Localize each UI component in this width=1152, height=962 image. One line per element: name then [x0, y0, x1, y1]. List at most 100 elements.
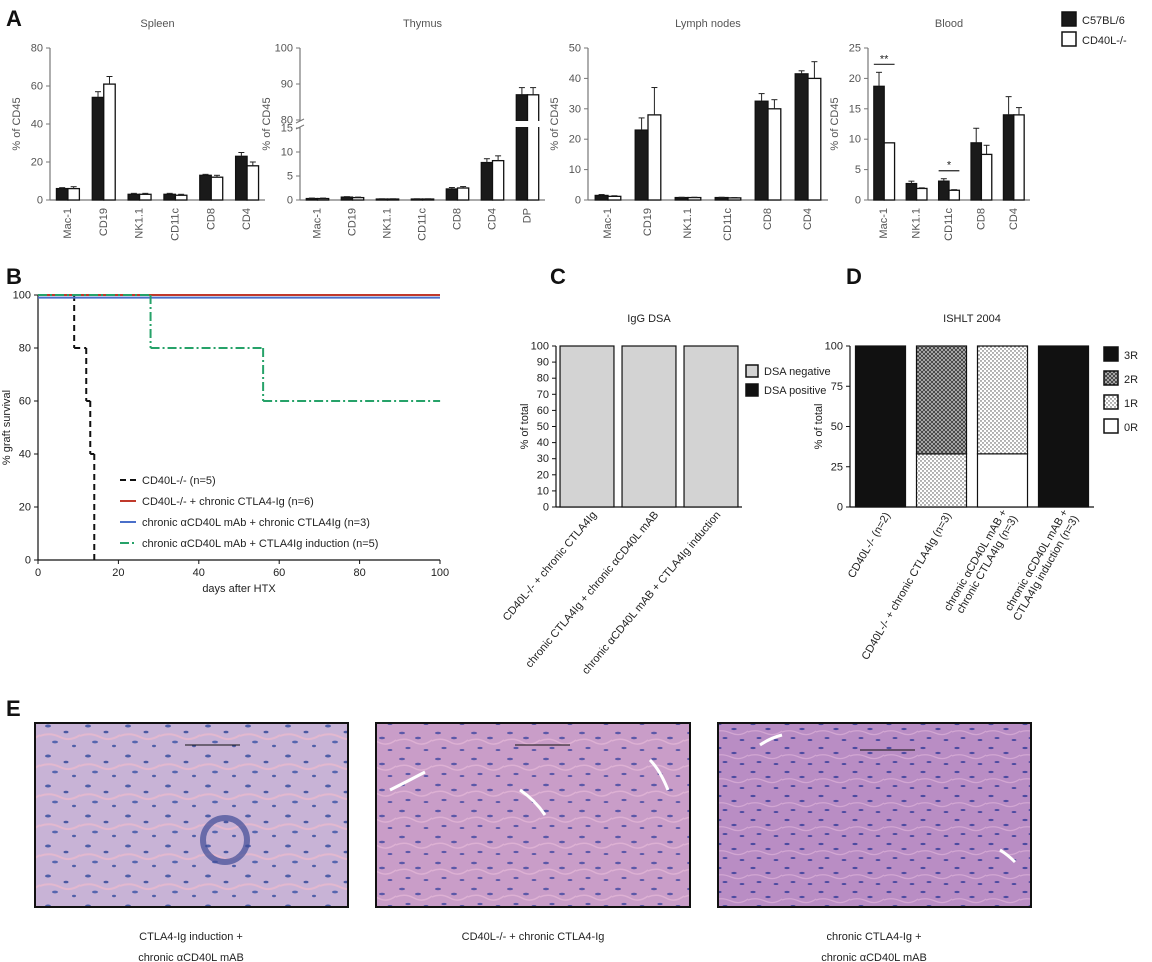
axis-break-mark — [295, 118, 305, 124]
bar — [351, 196, 365, 201]
bar — [1013, 114, 1025, 201]
x-tick-label: CD19 — [98, 208, 110, 236]
x-axis-label: days after HTX — [202, 583, 276, 595]
error-bar — [876, 71, 883, 87]
bar-segment — [915, 345, 968, 455]
x-tick-label: chronic CTLA4Ig + chronic αCD40L mAB — [524, 509, 662, 670]
bar — [607, 195, 622, 201]
panel-label: A — [6, 6, 22, 31]
bar — [480, 161, 494, 201]
x-tick-label: CD11c — [722, 208, 734, 241]
y-tick-label: 10 — [569, 164, 581, 176]
y-tick-label: 40 — [537, 437, 549, 449]
bar — [234, 155, 248, 201]
image-caption: chronic αCD40L mAB — [138, 952, 244, 962]
error-bar — [238, 152, 245, 157]
error-bar — [142, 192, 149, 195]
x-tick-label: 60 — [273, 567, 285, 579]
error-bar — [598, 194, 605, 196]
error-bar — [758, 93, 765, 102]
x-tick-label: CD40L-/- (n=2) — [846, 511, 893, 581]
bar — [905, 182, 918, 201]
bar-segment — [559, 345, 615, 508]
bar — [807, 77, 822, 201]
chart-title: Thymus — [403, 18, 443, 30]
panel-label: D — [846, 264, 862, 289]
error-bar — [918, 187, 925, 189]
error-bar — [811, 61, 818, 79]
x-tick-label: NK1.1 — [382, 208, 394, 239]
bar — [526, 94, 540, 201]
y-tick-label: 100 — [531, 341, 549, 353]
bar — [594, 194, 609, 201]
x-tick-label: CD8 — [205, 208, 217, 230]
y-tick-label: 90 — [281, 79, 293, 91]
y-axis-label: % of CD45 — [549, 97, 561, 150]
error-bar — [166, 192, 173, 195]
bar — [210, 176, 224, 201]
legend-label: 0R — [1124, 422, 1138, 434]
y-tick-label: 40 — [19, 449, 31, 461]
y-tick-label: 15 — [281, 123, 293, 135]
panel-label: C — [550, 264, 566, 289]
error-bar — [130, 192, 137, 195]
error-bar — [95, 91, 102, 98]
error-bar — [70, 186, 77, 189]
error-bar — [908, 180, 915, 184]
x-tick-label-line: CD40L-/- (n=2) — [846, 511, 893, 581]
y-tick-label: 100 — [13, 290, 31, 302]
bar — [316, 197, 330, 201]
bar — [174, 194, 188, 201]
y-axis-label: % graft survival — [1, 390, 13, 465]
y-tick-label: 20 — [19, 502, 31, 514]
y-tick-label: 50 — [831, 421, 843, 433]
bar — [915, 187, 928, 201]
histology-image — [717, 722, 1032, 908]
y-tick-label: 80 — [31, 43, 43, 55]
y-tick-label: 100 — [275, 43, 293, 55]
error-bar — [1015, 107, 1022, 115]
bar-segment — [915, 453, 968, 508]
error-bar — [178, 193, 185, 196]
y-tick-label: 0 — [855, 195, 861, 207]
legend-swatch — [1103, 346, 1119, 362]
bar-segment — [683, 345, 739, 508]
bar — [163, 193, 177, 201]
x-tick-label: CD19 — [642, 208, 654, 236]
error-bar — [973, 127, 980, 143]
legend-label: chronic αCD40L mAb + CTLA4Ig induction (… — [142, 538, 378, 550]
bar — [674, 196, 689, 201]
y-tick-label: 20 — [569, 134, 581, 146]
bar — [55, 187, 69, 201]
legend-swatch — [1061, 31, 1077, 47]
bar-segment — [976, 345, 1029, 455]
x-tick-label: CD8 — [975, 208, 987, 230]
x-tick-label: CD4 — [802, 208, 814, 230]
x-tick-label: 40 — [193, 567, 205, 579]
x-tick-label: 20 — [112, 567, 124, 579]
error-bar — [951, 189, 958, 191]
bar-segment — [854, 345, 907, 508]
y-tick-label: 0 — [543, 502, 549, 514]
y-tick-label: 30 — [569, 103, 581, 115]
y-tick-label: 0 — [575, 195, 581, 207]
bar — [67, 187, 81, 201]
x-tick-label: NK1.1 — [911, 208, 923, 239]
error-bar — [638, 117, 645, 131]
error-bar — [518, 87, 525, 95]
y-tick-label: 5 — [287, 171, 293, 183]
bar — [445, 188, 459, 201]
axis-break-mark — [295, 124, 305, 130]
bar — [127, 193, 141, 201]
chart-title: ISHLT 2004 — [943, 313, 1001, 325]
error-bar — [1005, 96, 1012, 115]
x-tick-label: CD8 — [762, 208, 774, 230]
legend-swatch — [1103, 370, 1119, 386]
bar — [340, 196, 354, 201]
y-axis-label: % of total — [519, 404, 531, 450]
error-bar — [798, 70, 805, 74]
error-bar — [983, 144, 990, 155]
error-bar — [59, 187, 66, 189]
y-tick-label: 30 — [537, 453, 549, 465]
error-bar — [651, 87, 658, 115]
